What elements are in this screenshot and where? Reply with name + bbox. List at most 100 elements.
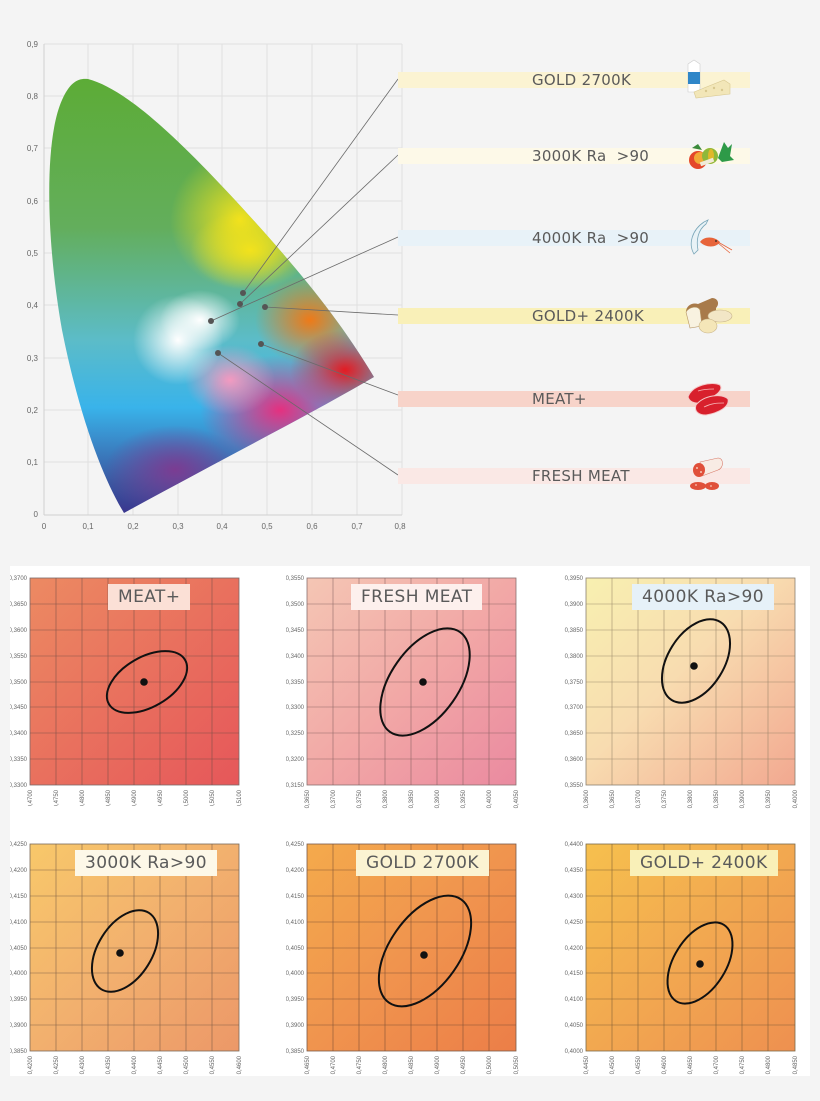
svg-text:0,4900: 0,4900	[132, 789, 138, 806]
callout-label: FRESH MEAT	[532, 467, 630, 485]
svg-text:0,2: 0,2	[27, 406, 39, 415]
svg-text:0,3850: 0,3850	[409, 789, 415, 808]
callout-meat-plus: MEAT+	[398, 383, 750, 416]
svg-text:0,3550: 0,3550	[286, 576, 305, 582]
svg-text:0,4550: 0,4550	[210, 1055, 216, 1074]
svg-text:0,4400: 0,4400	[565, 842, 584, 848]
svg-text:0,3950: 0,3950	[286, 997, 305, 1003]
svg-text:0,3850: 0,3850	[10, 1049, 28, 1055]
point-fresh-meat	[215, 350, 221, 356]
svg-text:0,3850: 0,3850	[286, 1049, 305, 1055]
svg-text:0,5100: 0,5100	[237, 789, 243, 806]
point-gold-2700k	[240, 290, 246, 296]
svg-text:0,6: 0,6	[27, 197, 39, 206]
panel-title: MEAT+	[108, 584, 191, 610]
svg-text:0,4300: 0,4300	[80, 1055, 86, 1074]
bread-icon	[685, 298, 733, 334]
svg-text:0,4200: 0,4200	[565, 946, 584, 952]
svg-text:0,3700: 0,3700	[565, 705, 584, 711]
svg-text:0,4750: 0,4750	[357, 1055, 363, 1074]
panel-4000k: 0,3550 0,3600 0,3650 0,3700 0,3750 0,3800 0…	[560, 566, 815, 811]
callout-fresh-meat: FRESH MEAT	[398, 457, 750, 490]
svg-text:0,3950: 0,3950	[565, 576, 584, 582]
panel-3000k: 0,3850 0,3900 0,3950 0,4000 0,4050 0,4100 0…	[10, 836, 270, 1081]
callout-gold-2700k: GOLD 2700K	[398, 59, 750, 99]
x-tick-labels: 0 0,1 0,2 0,3 0,4 0,5 0,6 0,7 0,8	[42, 522, 406, 531]
svg-text:0,4800: 0,4800	[383, 1055, 389, 1074]
svg-text:0,4350: 0,4350	[565, 868, 584, 874]
callout-4000k: 4000K Ra >90	[398, 219, 750, 255]
fruit-vegetables-icon	[689, 142, 734, 169]
svg-text:0,4950: 0,4950	[461, 1055, 467, 1074]
svg-text:0,4650: 0,4650	[688, 1055, 694, 1074]
svg-text:0,3900: 0,3900	[10, 1023, 28, 1029]
svg-text:0,3: 0,3	[172, 522, 184, 531]
svg-text:0,9: 0,9	[27, 40, 39, 49]
svg-text:0,4350: 0,4350	[106, 1055, 112, 1074]
svg-text:0,3750: 0,3750	[357, 789, 363, 808]
axes	[43, 44, 402, 516]
svg-text:0,4850: 0,4850	[106, 789, 112, 806]
svg-text:0,4200: 0,4200	[286, 868, 305, 874]
svg-text:0,7: 0,7	[27, 144, 39, 153]
svg-text:0,3400: 0,3400	[286, 654, 305, 660]
svg-text:0,4400: 0,4400	[132, 1055, 138, 1074]
chromaticity-points	[208, 290, 268, 356]
panel-title: 4000K Ra>90	[632, 584, 774, 610]
panel-title: FRESH MEAT	[351, 584, 483, 610]
svg-text:0,3800: 0,3800	[565, 654, 584, 660]
svg-text:0,3900: 0,3900	[435, 789, 441, 808]
callout-label: 4000K Ra >90	[532, 229, 650, 247]
svg-text:0,3: 0,3	[27, 354, 39, 363]
svg-text:0,4850: 0,4850	[793, 1055, 799, 1074]
svg-text:0,3300: 0,3300	[10, 783, 28, 789]
svg-text:0,4000: 0,4000	[565, 1049, 584, 1055]
svg-text:0,4450: 0,4450	[158, 1055, 164, 1074]
panel-gold-plus-2400k: 0,4000 0,4050 0,4100 0,4150 0,4200 0,4250 0…	[560, 836, 815, 1081]
svg-text:0,4500: 0,4500	[610, 1055, 616, 1074]
svg-text:0,4700: 0,4700	[331, 1055, 337, 1074]
svg-text:0: 0	[34, 510, 39, 519]
svg-text:0,3550: 0,3550	[565, 783, 584, 789]
svg-text:0,4850: 0,4850	[409, 1055, 415, 1074]
svg-text:0,8: 0,8	[394, 522, 406, 531]
svg-text:0,3900: 0,3900	[740, 789, 746, 808]
svg-text:0,4100: 0,4100	[286, 920, 305, 926]
svg-text:0,3950: 0,3950	[461, 789, 467, 808]
svg-text:0,1: 0,1	[82, 522, 94, 531]
svg-text:0,4250: 0,4250	[10, 842, 28, 848]
svg-text:0,4100: 0,4100	[10, 920, 28, 926]
svg-text:0,4500: 0,4500	[184, 1055, 190, 1074]
svg-text:0,3350: 0,3350	[286, 680, 305, 686]
salami-icon	[690, 457, 723, 490]
callout-label: 3000K Ra >90	[532, 147, 650, 165]
callout-label: GOLD 2700K	[532, 71, 632, 89]
svg-text:0,2: 0,2	[127, 522, 139, 531]
svg-text:0,4200: 0,4200	[10, 868, 28, 874]
svg-text:0: 0	[42, 522, 47, 531]
svg-text:0,4750: 0,4750	[740, 1055, 746, 1074]
svg-text:0,3650: 0,3650	[305, 789, 311, 808]
svg-text:0,3500: 0,3500	[286, 602, 305, 608]
svg-text:0,3850: 0,3850	[565, 628, 584, 634]
svg-text:0,3700: 0,3700	[636, 789, 642, 808]
svg-text:0,3250: 0,3250	[286, 731, 305, 737]
svg-text:0,4650: 0,4650	[305, 1055, 311, 1074]
meat-slices-icon	[687, 383, 729, 416]
svg-text:0,4100: 0,4100	[565, 997, 584, 1003]
svg-text:0,4000: 0,4000	[793, 789, 799, 808]
point-meat-plus	[258, 341, 264, 347]
cie-chromaticity-chart: 0 0,1 0,2 0,3 0,4 0,5 0,6 0,7 0,8 0,9 0 …	[27, 40, 406, 531]
svg-text:0,4050: 0,4050	[10, 946, 28, 952]
callout-gold-plus-2400k: GOLD+ 2400K	[398, 298, 750, 334]
panel-title: GOLD+ 2400K	[630, 850, 778, 876]
svg-text:0,4050: 0,4050	[565, 1023, 584, 1029]
ellipse-charts-panel: 0,3300 0,3350 0,3400 0,3450 0,3500 0,3550 0…	[10, 566, 810, 1076]
svg-text:0,4700: 0,4700	[28, 789, 34, 806]
point-4000k	[208, 318, 214, 324]
svg-text:0,4800: 0,4800	[80, 789, 86, 806]
svg-text:0,3750: 0,3750	[662, 789, 668, 808]
svg-text:0,4: 0,4	[27, 301, 39, 310]
svg-text:0,3950: 0,3950	[10, 997, 28, 1003]
svg-text:0,4050: 0,4050	[514, 789, 520, 808]
